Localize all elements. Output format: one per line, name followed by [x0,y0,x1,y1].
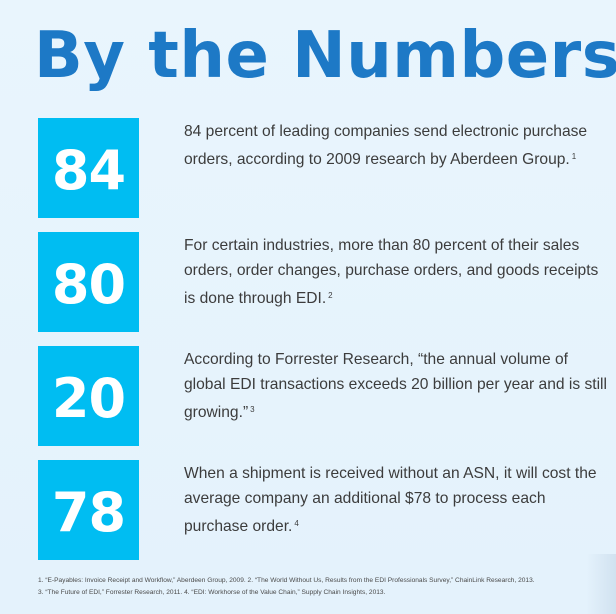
footnote-reference: 3 [250,405,255,414]
stat-number-box: 84 [38,118,139,218]
stat-description-text: When a shipment is received without an A… [184,465,597,535]
stat-item: 78 When a shipment is received without a… [38,460,598,560]
stat-number-box: 78 [38,460,139,560]
stat-number: 80 [51,253,126,316]
stat-description: According to Forrester Research, “the an… [184,347,608,425]
footnotes: 1. “E-Payables: Invoice Receipt and Work… [38,575,598,599]
page-curl-shadow [586,554,616,614]
stat-number-box: 20 [38,346,139,446]
stat-description: 84 percent of leading companies send ele… [184,119,608,172]
stat-description: For certain industries, more than 80 per… [184,233,608,311]
footnote-reference: 2 [328,291,333,300]
stat-description: When a shipment is received without an A… [184,461,608,539]
stat-number: 20 [51,367,126,430]
stat-number: 84 [51,139,126,202]
stat-item: 20 According to Forrester Research, “the… [38,346,607,446]
footnote-line: 1. “E-Payables: Invoice Receipt and Work… [38,577,535,584]
footnote-line: 3. “The Future of EDI,” Forrester Resear… [38,589,386,596]
stat-description-text: According to Forrester Research, “the an… [184,351,607,421]
stat-number-box: 80 [38,232,139,332]
stat-item: 80 For certain industries, more than 80 … [38,232,598,332]
stat-description-text: 84 percent of leading companies send ele… [184,123,588,168]
footnote-reference: 1 [571,152,577,161]
stat-number: 78 [51,481,126,544]
footnote-reference: 4 [294,519,299,528]
stat-item: 84 84 percent of leading companies send … [38,118,598,218]
page-title: By the Numbers [34,19,616,93]
stat-description-text: For certain industries, more than 80 per… [184,237,599,307]
